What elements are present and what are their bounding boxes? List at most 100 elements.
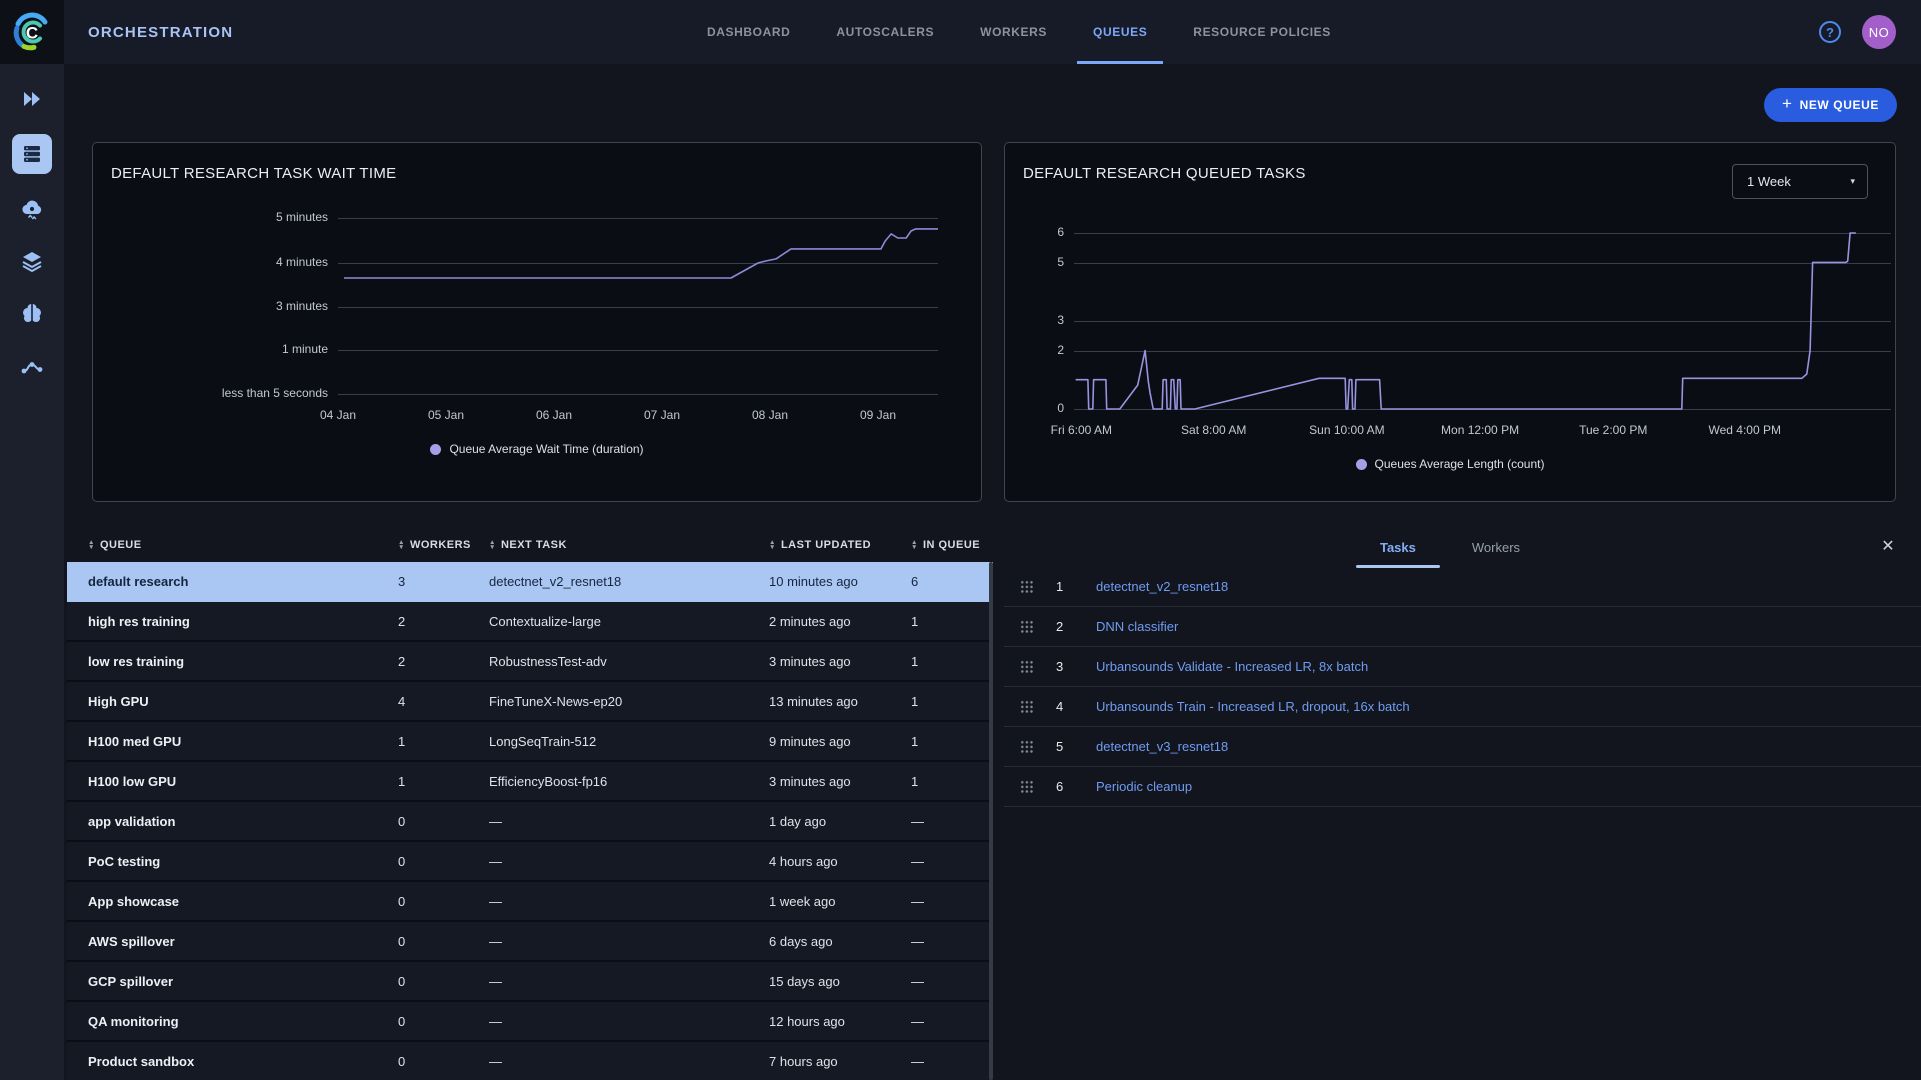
sort-icon[interactable]: ▲ ▼	[911, 538, 918, 551]
nav-tab-workers[interactable]: WORKERS	[980, 25, 1048, 39]
grid-line	[338, 262, 938, 264]
y-tick-label: 1 minute	[281, 341, 328, 356]
task-row-2: 2 DNN classifier	[1004, 607, 1921, 647]
cell-workers: 0	[398, 1013, 406, 1029]
chart-line-svg	[344, 228, 938, 279]
column-header-queue[interactable]: ▲ ▼ QUEUE	[67, 539, 398, 551]
queue-row-low-res-training[interactable]: low res training 2 RobustnessTest-adv 3 min…	[67, 642, 993, 682]
column-header-workers[interactable]: ▲ ▼ WORKERS	[398, 539, 489, 551]
column-header-last-updated[interactable]: ▲ ▼ LAST UPDATED	[769, 539, 911, 551]
detail-tab-workers[interactable]: Workers	[1471, 539, 1521, 555]
x-tick-label: Sat 8:00 AM	[1181, 423, 1247, 437]
queue-row-qa-monitoring[interactable]: QA monitoring 0 — 12 hours ago —	[67, 1002, 993, 1042]
close-icon[interactable]: ✕	[1876, 534, 1900, 558]
queue-row-h100-med-gpu[interactable]: H100 med GPU 1 LongSeqTrain-512 9 minutes a…	[67, 722, 993, 762]
sidebar-item-autoscalers[interactable]	[12, 192, 52, 226]
chart-legend: Queue Average Wait Time (duration)	[93, 442, 981, 456]
queue-row-gcp-spillover[interactable]: GCP spillover 0 — 15 days ago —	[67, 962, 993, 1002]
sidebar-item-brain[interactable]	[12, 296, 52, 330]
cell-last-updated: 1 week ago	[769, 893, 836, 909]
cell-in-queue: 6	[911, 573, 919, 589]
sort-icon[interactable]: ▲ ▼	[88, 538, 95, 551]
queue-row-h100-low-gpu[interactable]: H100 low GPU 1 EfficiencyBoost-fp16 3 minut…	[67, 762, 993, 802]
sidebar-item-pipelines[interactable]	[12, 348, 52, 382]
queue-row-default-research[interactable]: default research 3 detectnet_v2_resnet18 10…	[67, 562, 993, 602]
cell-in-queue: —	[911, 813, 924, 829]
sort-icon[interactable]: ▲ ▼	[489, 538, 496, 551]
cell-last-updated: 3 minutes ago	[769, 773, 851, 789]
drag-handle-icon[interactable]	[1020, 660, 1033, 673]
cell-in-queue: 1	[911, 773, 919, 789]
cell-next-task: EfficiencyBoost-fp16	[489, 773, 608, 789]
nav-tab-resource-policies[interactable]: RESOURCE POLICIES	[1193, 25, 1331, 39]
queue-row-aws-spillover[interactable]: AWS spillover 0 — 6 days ago —	[67, 922, 993, 962]
new-queue-button[interactable]: + NEW QUEUE	[1764, 88, 1897, 122]
y-tick-label: 3	[1057, 313, 1064, 328]
y-tick-label: 4 minutes	[275, 254, 328, 269]
wait-time-chart[interactable]: 5 minutes 4 minutes 3 minutes 1 minute less …	[222, 210, 938, 422]
queue-row-high-gpu[interactable]: High GPU 4 FineTuneX-News-ep20 13 minutes a…	[67, 682, 993, 722]
column-label: QUEUE	[99, 538, 142, 551]
drag-handle-icon[interactable]	[1020, 780, 1033, 793]
task-name-link[interactable]: Urbansounds Validate - Increased LR, 8x …	[1096, 659, 1369, 674]
nav-tab-autoscalers[interactable]: AUTOSCALERS	[836, 25, 935, 39]
cell-workers: 2	[398, 653, 406, 669]
sidebar-item-expand[interactable]	[12, 82, 52, 116]
cell-in-queue: —	[911, 893, 924, 909]
nav-tab-queues[interactable]: QUEUES	[1077, 0, 1164, 64]
table-scrollbar[interactable]	[989, 562, 993, 1080]
task-name-link[interactable]: Periodic cleanup	[1096, 779, 1193, 794]
x-tick-label: Mon 12:00 PM	[1441, 423, 1520, 437]
sidebar-item-layers[interactable]	[12, 244, 52, 278]
legend-label: Queue Average Wait Time (duration)	[449, 442, 644, 456]
brain-icon	[20, 301, 44, 325]
column-header-next-task[interactable]: ▲ ▼ NEXT TASK	[489, 539, 769, 551]
clearml-logo-icon: C	[13, 12, 48, 51]
cell-in-queue: —	[911, 1013, 924, 1029]
queued-tasks-panel: DEFAULT RESEARCH QUEUED TASKS 1 Week ▾ 6…	[1004, 142, 1896, 502]
sidebar-item-queues[interactable]	[12, 134, 52, 174]
task-name-link[interactable]: Urbansounds Train - Increased LR, dropou…	[1096, 699, 1410, 714]
x-tick-label: Tue 2:00 PM	[1579, 423, 1648, 437]
autoscalers-icon	[20, 197, 44, 221]
legend-label: Queues Average Length (count)	[1374, 457, 1545, 471]
drag-handle-icon[interactable]	[1020, 700, 1033, 713]
queue-row-app-showcase[interactable]: App showcase 0 — 1 week ago —	[67, 882, 993, 922]
drag-handle-icon[interactable]	[1020, 620, 1033, 633]
cell-last-updated: 13 minutes ago	[769, 693, 858, 709]
queue-row-high-res-training[interactable]: high res training 2 Contextualize-large 2 m…	[67, 602, 993, 642]
queue-row-product-sandbox[interactable]: Product sandbox 0 — 7 hours ago —	[67, 1042, 993, 1080]
nav-tab-dashboard[interactable]: DASHBOARD	[707, 25, 791, 39]
queue-row-poc-testing[interactable]: PoC testing 0 — 4 hours ago —	[67, 842, 993, 882]
column-header-in-queue[interactable]: ▲ ▼ IN QUEUE	[911, 539, 993, 551]
cell-next-task: RobustnessTest-adv	[489, 653, 607, 669]
cell-in-queue: —	[911, 973, 924, 989]
time-range-select[interactable]: 1 Week ▾	[1732, 164, 1868, 199]
drag-handle-icon[interactable]	[1020, 740, 1033, 753]
cell-workers: 0	[398, 933, 406, 949]
clearml-logo[interactable]: C	[0, 0, 64, 64]
cell-queue: High GPU	[88, 693, 149, 709]
task-name-link[interactable]: DNN classifier	[1096, 619, 1179, 634]
column-label: WORKERS	[409, 538, 471, 551]
sort-icon[interactable]: ▲ ▼	[398, 538, 405, 551]
grid-line	[338, 218, 938, 220]
cell-workers: 0	[398, 893, 406, 909]
cell-in-queue: 1	[911, 733, 919, 749]
sort-icon[interactable]: ▲ ▼	[769, 538, 776, 551]
cell-queue: H100 med GPU	[88, 733, 182, 749]
avatar[interactable]: NO	[1862, 15, 1896, 49]
task-name-link[interactable]: detectnet_v2_resnet18	[1096, 579, 1229, 594]
task-name-link[interactable]: detectnet_v3_resnet18	[1096, 739, 1229, 754]
queue-row-app-validation[interactable]: app validation 0 — 1 day ago —	[67, 802, 993, 842]
cell-in-queue: —	[911, 853, 924, 869]
detail-tab-tasks[interactable]: Tasks	[1355, 530, 1440, 568]
queued-tasks-chart[interactable]: 6 5 3 2 0 Fri 6:00 AM Sat 8:00 AM Sun 10:00 AM M…	[1051, 225, 1891, 437]
help-icon[interactable]: ?	[1819, 21, 1841, 43]
cell-next-task: —	[489, 813, 502, 829]
task-position: 3	[1056, 659, 1064, 674]
layers-icon	[20, 249, 44, 273]
cell-in-queue: —	[911, 1053, 924, 1069]
drag-handle-icon[interactable]	[1020, 580, 1033, 593]
top-header: C ORCHESTRATION DASHBOARD AUTOSCALERS WORK…	[0, 0, 1921, 64]
